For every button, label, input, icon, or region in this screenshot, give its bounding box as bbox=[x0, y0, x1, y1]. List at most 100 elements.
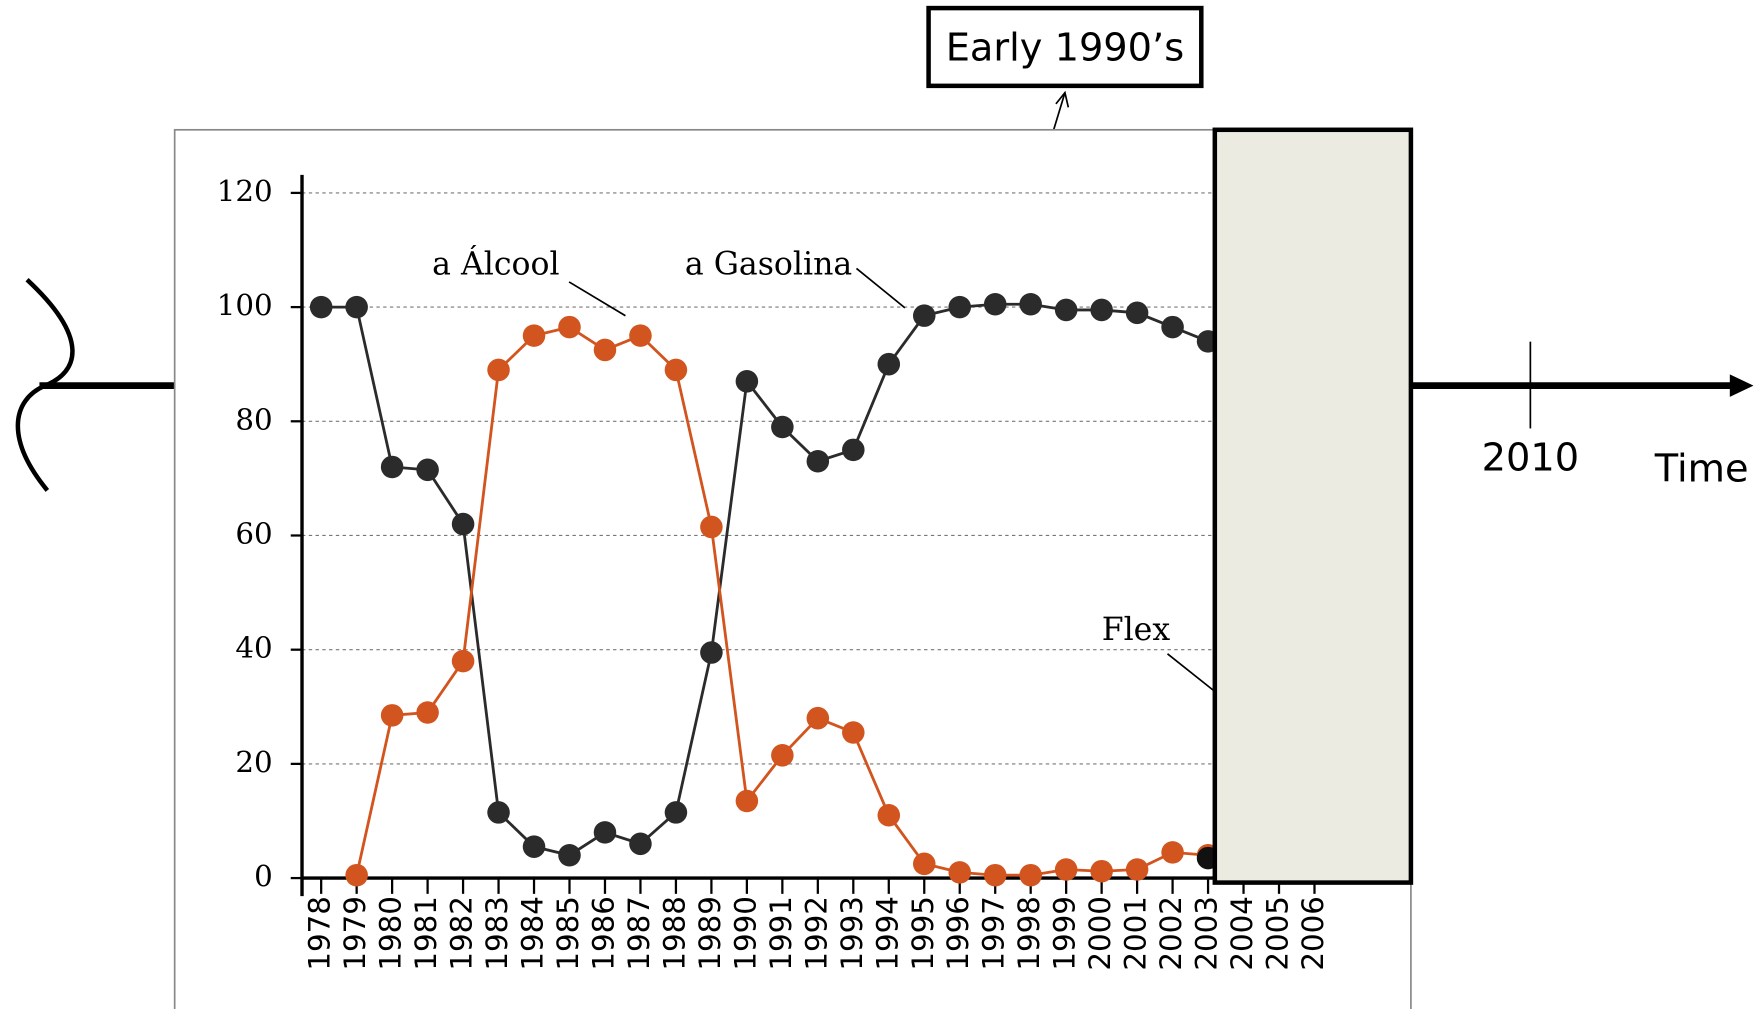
timeline-label: 2010 bbox=[1482, 435, 1579, 480]
data-point bbox=[1054, 858, 1078, 881]
series-label-leader bbox=[855, 267, 906, 309]
data-point bbox=[948, 295, 972, 319]
data-point bbox=[1019, 863, 1042, 887]
y-tick-label: 120 bbox=[217, 174, 273, 208]
axis-title: Time bbox=[1654, 447, 1749, 492]
x-tick-label: 1997 bbox=[977, 896, 1011, 971]
x-tick-label: 1981 bbox=[409, 896, 443, 971]
x-tick-label: 1991 bbox=[764, 896, 798, 971]
y-tick-label: 20 bbox=[235, 745, 272, 779]
x-tick-label: 1985 bbox=[551, 896, 585, 971]
data-point bbox=[380, 704, 404, 727]
data-point bbox=[629, 832, 652, 856]
data-point bbox=[380, 455, 404, 479]
x-tick-label: 1979 bbox=[338, 896, 372, 971]
y-tick-label: 80 bbox=[235, 402, 272, 436]
data-point bbox=[912, 304, 936, 327]
data-point bbox=[1019, 292, 1042, 316]
x-tick-label: 2005 bbox=[1261, 896, 1295, 971]
data-point bbox=[416, 701, 439, 724]
data-point bbox=[1090, 859, 1113, 883]
data-point bbox=[842, 438, 865, 462]
data-point bbox=[735, 789, 759, 813]
x-tick-label: 1996 bbox=[941, 896, 975, 971]
x-tick-label: 2006 bbox=[1296, 896, 1330, 971]
x-tick-label: 1978 bbox=[303, 896, 337, 971]
data-point bbox=[309, 295, 333, 319]
data-point bbox=[1125, 858, 1149, 881]
y-tick-label: 100 bbox=[217, 288, 273, 322]
data-point bbox=[451, 512, 475, 536]
x-tick-label: 1995 bbox=[906, 896, 940, 971]
callout-arrow bbox=[1052, 92, 1066, 131]
x-tick-label: 2000 bbox=[1083, 896, 1117, 971]
y-tick-label: 40 bbox=[235, 631, 272, 665]
x-tick-label: 1984 bbox=[516, 896, 550, 971]
series-label-leader bbox=[568, 281, 626, 317]
x-tick-label: 2003 bbox=[1190, 896, 1224, 971]
series-label-leader bbox=[1166, 653, 1218, 694]
x-tick-label: 1989 bbox=[693, 896, 727, 971]
data-point bbox=[806, 449, 830, 473]
series-label: Flex bbox=[1102, 612, 1171, 648]
x-tick-label: 1990 bbox=[728, 896, 762, 971]
x-tick-label: 1982 bbox=[445, 896, 479, 971]
data-point bbox=[451, 649, 475, 673]
x-tick-label: 1983 bbox=[480, 896, 514, 971]
data-point bbox=[345, 863, 368, 887]
data-point bbox=[771, 744, 794, 767]
callout-arrow bbox=[1055, 90, 1070, 108]
data-point bbox=[877, 803, 901, 827]
data-point bbox=[1161, 841, 1184, 864]
data-point bbox=[842, 721, 865, 744]
x-tick-label: 1987 bbox=[622, 896, 656, 971]
data-point bbox=[487, 358, 510, 382]
x-tick-label: 1980 bbox=[374, 896, 408, 971]
data-point bbox=[593, 821, 617, 844]
x-tick-label: 2004 bbox=[1225, 896, 1259, 971]
data-point bbox=[877, 352, 901, 376]
data-point bbox=[700, 641, 723, 664]
data-point bbox=[806, 706, 830, 730]
y-tick-label: 0 bbox=[254, 859, 273, 893]
data-point bbox=[983, 292, 1007, 316]
x-tick-label: 1988 bbox=[657, 896, 691, 971]
data-point bbox=[487, 801, 510, 824]
x-tick-label: 1998 bbox=[1012, 896, 1046, 971]
cover-box bbox=[1212, 127, 1414, 885]
data-point bbox=[593, 338, 617, 362]
data-point bbox=[664, 801, 688, 824]
series-label: a Álcool bbox=[432, 245, 559, 283]
x-tick-label: 2001 bbox=[1119, 896, 1153, 971]
x-tick-label: 1993 bbox=[835, 896, 869, 971]
data-point bbox=[700, 515, 723, 539]
data-point bbox=[912, 852, 936, 876]
x-tick-label: 1992 bbox=[799, 896, 833, 971]
data-point bbox=[522, 835, 546, 858]
data-point bbox=[558, 315, 581, 339]
data-point bbox=[1054, 298, 1078, 322]
callout-box bbox=[926, 5, 1204, 89]
data-point bbox=[735, 370, 759, 393]
data-point bbox=[983, 863, 1007, 887]
data-point bbox=[771, 415, 794, 439]
y-tick-label: 60 bbox=[235, 516, 272, 550]
series-label: a Gasolina bbox=[685, 247, 852, 283]
data-point bbox=[948, 861, 972, 884]
x-tick-label: 1994 bbox=[870, 896, 904, 971]
data-point bbox=[664, 358, 688, 382]
data-point bbox=[522, 324, 546, 347]
data-point bbox=[1125, 301, 1149, 325]
x-tick-label: 2002 bbox=[1154, 896, 1188, 971]
timeline-break bbox=[15, 278, 75, 492]
data-point bbox=[558, 843, 581, 867]
data-point bbox=[416, 458, 439, 482]
data-point bbox=[1090, 298, 1113, 322]
callout-text: Early 1990’s bbox=[946, 25, 1184, 70]
timeline-arrowhead bbox=[1729, 374, 1754, 397]
x-tick-label: 1986 bbox=[586, 896, 620, 971]
data-point bbox=[629, 324, 652, 347]
x-tick-label: 1999 bbox=[1048, 896, 1082, 971]
